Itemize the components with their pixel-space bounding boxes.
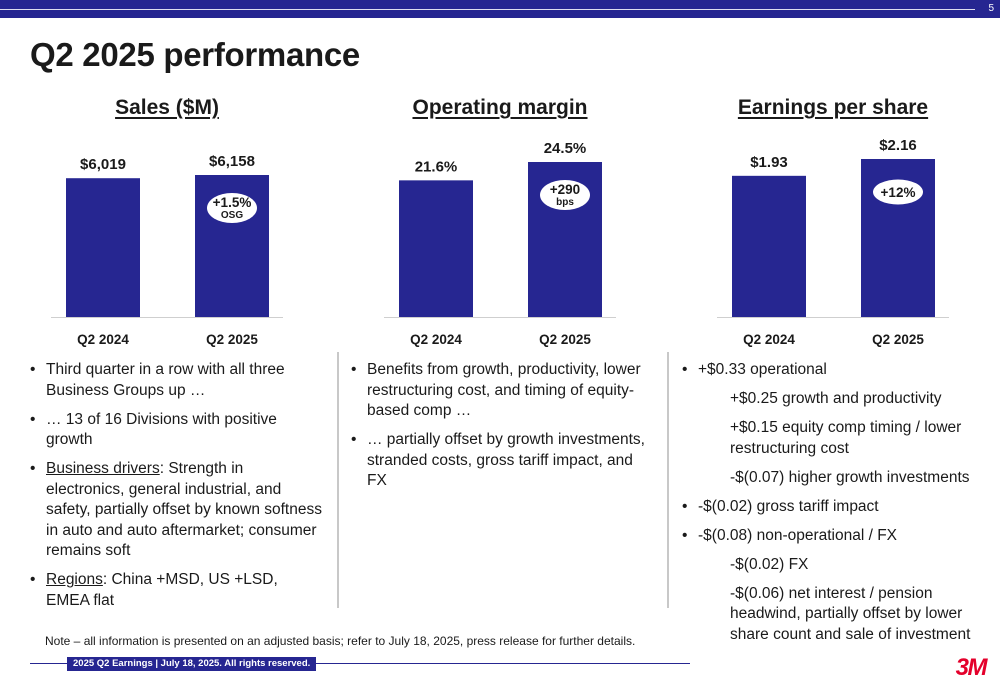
badge-value: +290 <box>550 182 580 197</box>
badge-value: +1.5% <box>213 195 252 210</box>
eps-chart: $1.93 Q2 2024 $2.16 Q2 2025 +12% Earnings pe… <box>683 96 983 351</box>
bullet-item: -$(0.02) gross tariff impact <box>682 497 987 518</box>
bullet-text: : Strength in electronics, general indus… <box>46 460 322 559</box>
growth-badge <box>540 180 590 210</box>
bullet-label: Regions <box>46 571 103 588</box>
bar <box>399 180 473 317</box>
bar <box>66 178 140 317</box>
value-label: $2.16 <box>879 137 917 154</box>
footer-label: 2025 Q2 Earnings | July 18, 2025. All ri… <box>67 657 317 671</box>
sub-item: -$(0.06) net interest / pension headwind… <box>730 584 971 643</box>
bullet-item: Third quarter in a row with all three Bu… <box>30 360 325 401</box>
chart-title: Operating margin <box>412 96 588 119</box>
category-label: Q2 2024 <box>410 332 462 347</box>
sub-item: -$(0.07) higher growth investments <box>730 468 970 486</box>
category-label: Q2 2025 <box>872 332 924 347</box>
bullet-label: Business drivers <box>46 460 160 477</box>
category-label: Q2 2024 <box>743 332 795 347</box>
sub-item: -$(0.02) FX <box>730 555 809 573</box>
growth-badge <box>207 193 257 223</box>
category-label: Q2 2024 <box>77 332 129 347</box>
bullet-item: -$(0.08) non-operational / FX <box>682 526 987 547</box>
chart-title: Sales ($M) <box>115 96 219 119</box>
footer-rule <box>30 663 690 664</box>
page-number: 5 <box>988 3 994 14</box>
operating-margin-chart: 21.6% Q2 2024 24.5% Q2 2025 +290 bps Operatin… <box>350 96 650 351</box>
column-divider <box>667 352 669 608</box>
category-label: Q2 2025 <box>539 332 591 347</box>
bullet-item: Regions: China +MSD, US +LSD, EMEA flat <box>30 570 325 611</box>
badge-subtext: bps <box>556 197 574 208</box>
sub-item: +$0.25 growth and productivity <box>730 390 942 407</box>
top-rule <box>0 9 975 10</box>
chart-title: Earnings per share <box>737 96 929 119</box>
footnote: Note – all information is presented on a… <box>45 634 636 648</box>
sales-chart: $6,019 Q2 2024 $6,158 Q2 2025 +1.5% OSG Sales… <box>17 96 317 351</box>
badge-value: +12% <box>881 185 916 200</box>
value-label: $6,019 <box>80 156 126 173</box>
value-label: $1.93 <box>750 154 788 171</box>
bar-chart-svg: $6,019 Q2 2024 $6,158 Q2 2025 +1.5%OSG <box>51 153 283 347</box>
sales-commentary: Third quarter in a row with all three Bu… <box>30 360 325 620</box>
growth-badge <box>873 179 923 205</box>
top-bar: 5 <box>0 0 1000 18</box>
3m-logo: 3M <box>955 654 988 681</box>
bullet-item: … partially offset by growth investments… <box>351 430 651 492</box>
bullet-text: : China +MSD, US +LSD, EMEA flat <box>46 571 278 609</box>
category-label: Q2 2025 <box>206 332 258 347</box>
sub-item: +$0.15 equity comp timing / lower restru… <box>730 419 962 457</box>
column-divider <box>337 352 339 608</box>
value-label: 21.6% <box>415 158 458 175</box>
margin-commentary: Benefits from growth, productivity, lowe… <box>351 360 651 500</box>
value-label: 24.5% <box>544 140 587 157</box>
page-title: Q2 2025 performance <box>30 36 360 73</box>
bar-chart-svg: $1.93 Q2 2024 $2.16 Q2 2025 +12% <box>717 137 949 347</box>
bullet-item: Business drivers: Strength in electronic… <box>30 459 325 562</box>
bullet-item: +$0.33 operational <box>682 360 987 381</box>
bar <box>732 175 806 317</box>
bullet-item: … 13 of 16 Divisions with positive growt… <box>30 410 325 451</box>
badge-subtext: OSG <box>221 210 243 221</box>
value-label: $6,158 <box>209 153 255 170</box>
eps-commentary: +$0.33 operational +$0.25 growth and pro… <box>682 360 987 654</box>
bullet-item: Benefits from growth, productivity, lowe… <box>351 360 651 422</box>
